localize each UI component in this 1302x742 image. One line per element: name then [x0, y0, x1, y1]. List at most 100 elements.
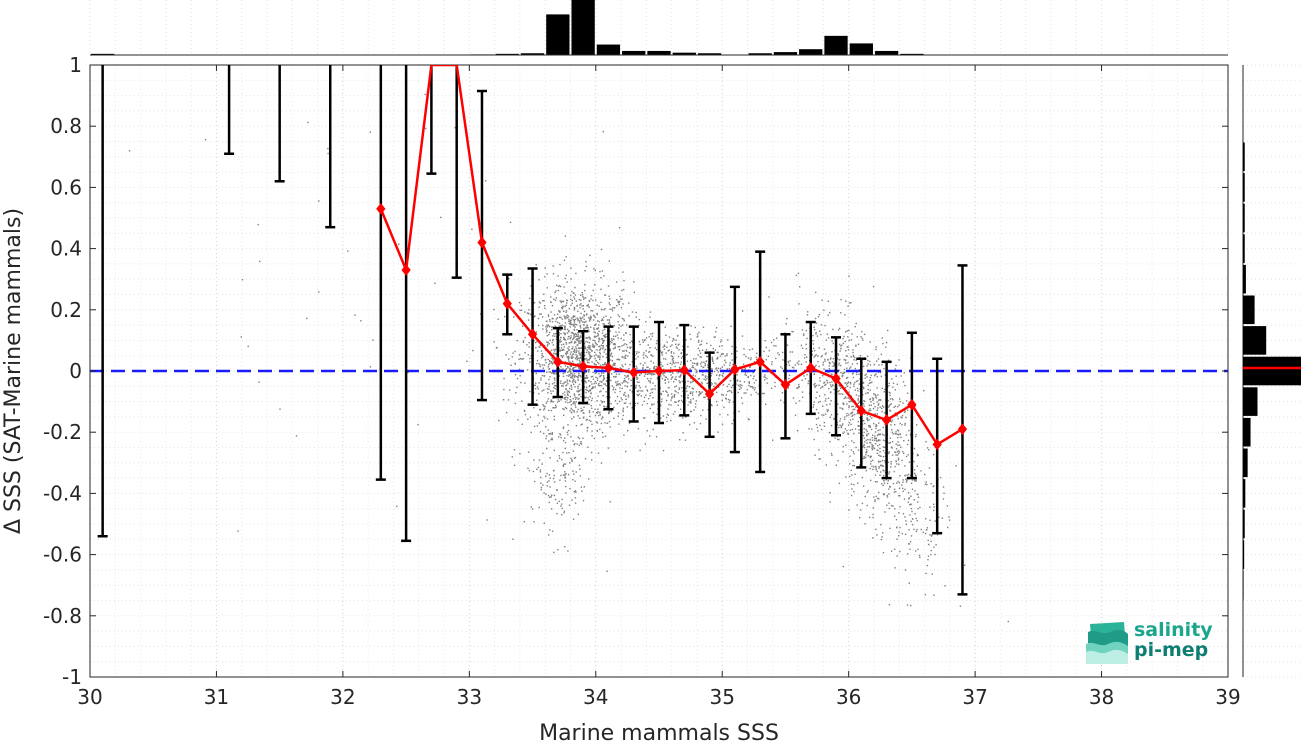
scatter-point: [850, 469, 852, 472]
scatter-point: [926, 483, 928, 486]
scatter-point: [814, 365, 816, 368]
scatter-point: [584, 358, 586, 361]
top-histogram-bar: [495, 53, 519, 55]
scatter-point: [519, 453, 521, 455]
scatter-point: [559, 479, 561, 481]
scatter-point: [629, 402, 631, 405]
scatter-point: [545, 475, 547, 477]
scatter-point: [845, 382, 847, 384]
scatter-point: [554, 335, 556, 337]
scatter-point: [676, 327, 678, 329]
scatter-point: [627, 394, 630, 396]
scatter-point: [594, 316, 596, 319]
scatter-point: [712, 347, 714, 350]
scatter-point: [606, 396, 608, 398]
scatter-point: [866, 433, 868, 435]
scatter-point: [859, 416, 861, 419]
scatter-point: [573, 315, 575, 317]
scatter-point: [856, 504, 858, 506]
scatter-point: [737, 384, 740, 386]
scatter-point: [580, 357, 582, 359]
scatter-point: [868, 382, 871, 384]
scatter-point: [798, 303, 800, 305]
scatter-point: [573, 342, 576, 344]
scatter-point: [572, 450, 575, 452]
scatter-point: [880, 538, 883, 541]
scatter-point: [548, 385, 550, 388]
scatter-point: [867, 446, 869, 448]
scatter-point: [847, 349, 850, 351]
scatter-point: [614, 388, 617, 391]
scatter-point: [577, 376, 579, 378]
scatter-point: [575, 334, 577, 336]
scatter-point: [602, 319, 604, 321]
scatter-point: [732, 384, 735, 386]
scatter-point: [583, 416, 585, 418]
scatter-point: [798, 385, 800, 388]
scatter-point: [686, 360, 689, 362]
scatter-point: [869, 364, 872, 366]
scatter-point: [596, 379, 599, 381]
scatter-point: [636, 367, 638, 369]
scatter-point: [835, 464, 837, 466]
scatter-point: [536, 359, 539, 362]
scatter-point: [570, 356, 573, 358]
scatter-point: [570, 436, 572, 438]
scatter-point: [895, 364, 897, 367]
scatter-point: [669, 362, 671, 364]
mean-marker: [907, 398, 917, 411]
scatter-point: [581, 379, 583, 382]
scatter-point: [863, 444, 865, 447]
scatter-point: [879, 434, 881, 436]
scatter-point: [597, 408, 599, 410]
scatter-point: [903, 411, 906, 413]
scatter-point: [539, 365, 541, 368]
scatter-point: [543, 415, 545, 418]
scatter-point: [765, 359, 767, 361]
scatter-point: [706, 355, 708, 358]
scatter-point: [880, 523, 882, 526]
scatter-point: [664, 372, 666, 374]
scatter-point: [628, 352, 631, 354]
scatter-point: [646, 390, 649, 392]
scatter-point: [825, 383, 827, 386]
scatter-point: [622, 271, 624, 273]
scatter-point: [930, 535, 933, 537]
scatter-point: [600, 319, 603, 322]
scatter-point: [602, 345, 604, 347]
scatter-point: [676, 335, 679, 337]
scatter-point: [888, 604, 891, 606]
scatter-point: [596, 430, 598, 432]
scatter-point: [618, 400, 621, 403]
scatter-point: [580, 303, 582, 305]
scatter-point: [588, 390, 590, 392]
scatter-point: [821, 414, 823, 416]
scatter-point: [871, 397, 874, 399]
scatter-point: [610, 353, 612, 356]
scatter-point: [862, 386, 865, 388]
scatter-point: [620, 306, 623, 309]
scatter-point: [579, 335, 582, 337]
scatter-point: [549, 371, 552, 373]
scatter-point: [572, 402, 574, 405]
scatter-point: [609, 330, 611, 332]
scatter-point: [819, 380, 821, 382]
scatter-point: [884, 460, 886, 462]
scatter-point: [863, 405, 865, 407]
scatter-point: [576, 390, 578, 392]
scatter-point: [866, 376, 868, 378]
scatter-point: [565, 492, 567, 494]
scatter-point: [717, 356, 719, 359]
scatter-point: [516, 377, 519, 380]
scatter-point: [637, 394, 639, 397]
scatter-point: [681, 349, 684, 351]
scatter-point: [579, 475, 582, 477]
scatter-point: [750, 374, 752, 377]
scatter-point: [576, 324, 578, 326]
scatter-point: [823, 382, 825, 384]
scatter-point: [668, 381, 670, 383]
scatter-point: [598, 349, 601, 351]
scatter-point: [857, 412, 859, 415]
scatter-point: [539, 471, 542, 473]
scatter-point: [847, 433, 849, 435]
